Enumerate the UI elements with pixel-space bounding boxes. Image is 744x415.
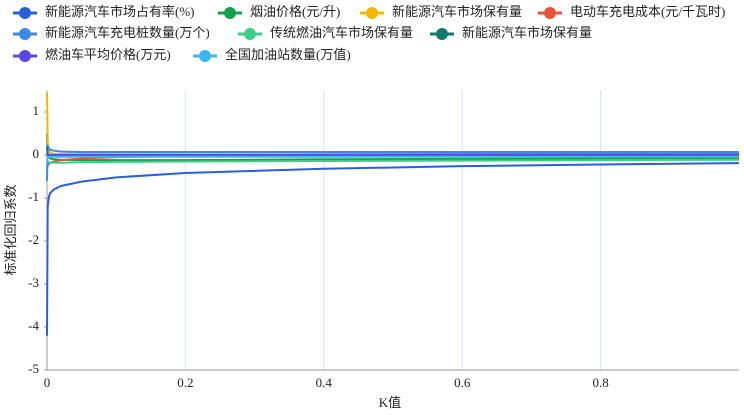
line-series — [46, 162, 740, 336]
x-axis-label: K值 — [379, 395, 401, 410]
legend-label: 全国加油站数量(万值) — [225, 47, 351, 62]
legend-label: 电动车充电成本(元/千瓦时) — [570, 4, 725, 19]
line-series — [46, 143, 739, 181]
y-axis-label: 标准化回归系数 — [3, 184, 18, 275]
x-tick-label: 0.6 — [454, 375, 471, 390]
legend-label: 新能源汽车市场占有率(%) — [45, 4, 195, 19]
x-tick-label: 0 — [44, 375, 51, 390]
y-tick-label: -2 — [28, 232, 39, 247]
legend-label: 烟油价格(元/升) — [250, 4, 340, 19]
legend-label: 传统燃油汽车市场保有量 — [270, 25, 413, 40]
legend-marker — [366, 7, 378, 19]
x-tick-label: 0.2 — [177, 375, 193, 390]
y-tick-label: -1 — [28, 189, 39, 204]
legend-label: 新能源汽车市场保有量 — [392, 4, 522, 19]
y-tick-label: -3 — [28, 275, 39, 290]
legend-label: 燃油车平均价格(万元) — [45, 47, 171, 62]
line-series — [46, 92, 739, 155]
y-tick-label: 1 — [33, 103, 40, 118]
legend-marker — [199, 50, 211, 62]
y-tick-label: -5 — [28, 361, 39, 376]
legend-marker — [19, 7, 31, 19]
legend-marker — [19, 50, 31, 62]
legend-label: 新能源汽车市场保有量 — [462, 25, 592, 40]
y-tick-label: -4 — [28, 318, 39, 333]
line-series — [46, 155, 739, 164]
legend-marker — [244, 28, 256, 40]
line-series — [46, 158, 740, 164]
legend-marker — [436, 28, 448, 40]
legend-marker — [224, 7, 236, 19]
legend-label: 新能源汽车充电桩数量(万个) — [45, 25, 210, 40]
y-tick-label: 0 — [33, 146, 40, 161]
x-tick-label: 0.4 — [316, 375, 333, 390]
line-series — [46, 152, 739, 156]
legend-marker — [19, 28, 31, 40]
legend-marker — [544, 7, 556, 19]
x-tick-label: 0.8 — [592, 375, 608, 390]
